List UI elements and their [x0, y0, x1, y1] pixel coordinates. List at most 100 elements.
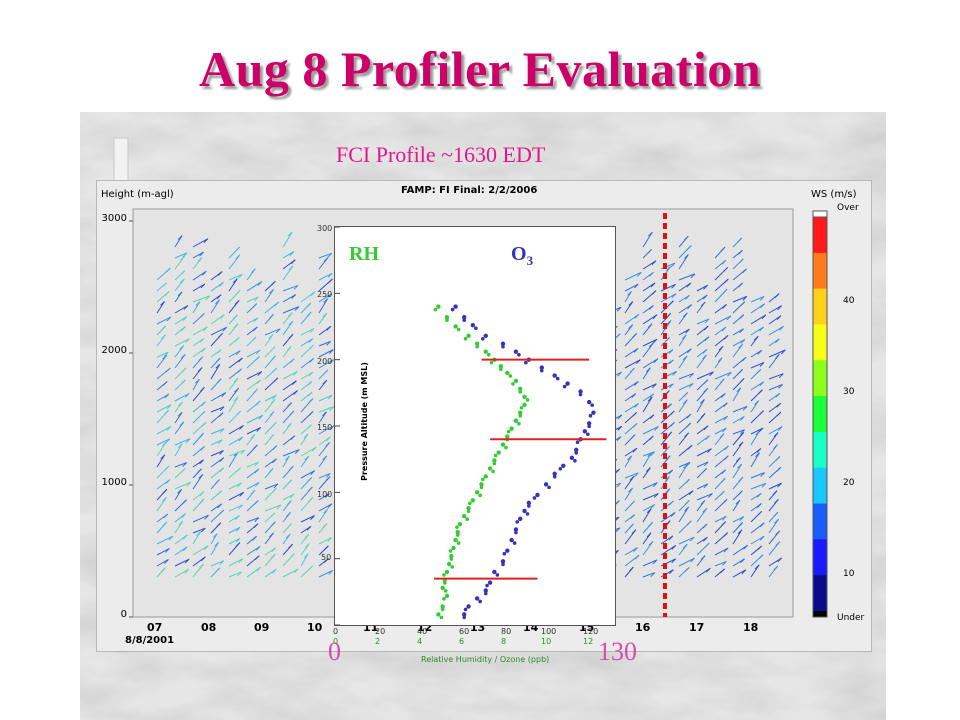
wind-barb-flag [649, 305, 654, 310]
wind-barb-flag [205, 295, 211, 301]
wind-barb-flag [636, 271, 642, 277]
wind-barb [228, 504, 243, 512]
wind-barb [210, 392, 226, 402]
wind-barb [300, 371, 314, 380]
wind-barb-flag [287, 479, 293, 485]
wind-barb-flag [687, 444, 693, 450]
scatter-point-rh [463, 336, 468, 341]
wind-barb-flag [287, 231, 293, 237]
wind-barb-flag [773, 511, 779, 517]
wind-barb-flag [682, 399, 688, 405]
wind-barb [318, 569, 333, 578]
scatter-point-rh [511, 382, 515, 386]
wind-barb [246, 461, 259, 468]
inset-plot-area [335, 227, 607, 625]
wind-barb-flag [704, 318, 710, 324]
wind-barb-flag [182, 252, 188, 258]
scatter-point-rh [440, 585, 445, 591]
wind-barb-flag [162, 381, 168, 386]
scatter-point-rh [440, 607, 445, 612]
wind-barb [264, 328, 281, 336]
wind-barb-flag [204, 514, 209, 520]
wind-barb [696, 284, 708, 292]
wind-barb [282, 449, 300, 457]
wind-barb-flag [237, 368, 242, 374]
wind-barb-flag [723, 267, 729, 272]
wind-barb-flag [617, 414, 623, 420]
wind-barb [192, 270, 207, 281]
scatter-point-o3 [575, 440, 580, 445]
scatter-point-o3 [513, 527, 519, 532]
wind-barb [678, 464, 688, 479]
scatter-point-o3 [514, 530, 518, 535]
wind-barb-flag [199, 498, 205, 504]
scatter-point-rh [457, 521, 463, 527]
wind-barb-flag [307, 391, 313, 397]
wind-barb-flag [617, 371, 622, 377]
wind-barb-flag [777, 305, 782, 311]
wind-barb-flag [273, 377, 279, 383]
wind-barb-flag [238, 357, 243, 363]
scatter-point-o3 [480, 336, 485, 341]
wind-barb-flag [271, 547, 277, 553]
wind-barb [228, 436, 243, 446]
wind-barb-flag [254, 482, 260, 487]
scatter-point-rh [455, 533, 460, 537]
wind-barb-flag [166, 404, 172, 410]
wind-barb-flag [648, 342, 654, 348]
wind-barb-flag [168, 535, 174, 541]
scatter-point-o3 [509, 537, 514, 543]
wind-barb-flag [165, 548, 170, 553]
inset-y-tick: 200 [317, 357, 333, 366]
colorbar-segment [813, 360, 827, 397]
wind-barb-flag [702, 467, 708, 473]
wind-barb [660, 283, 676, 292]
wind-barb-flag [253, 326, 258, 332]
colorbar-tick: 10 [843, 569, 855, 579]
wind-barb-flag [323, 508, 329, 514]
wind-barb [768, 557, 782, 567]
wind-barb-flag [720, 393, 726, 398]
wind-barb-flag [293, 568, 299, 574]
wind-barb-flag [163, 513, 169, 519]
wind-barb-flag [161, 325, 166, 331]
wind-barb-flag [216, 349, 222, 354]
wind-barb-flag [268, 468, 274, 473]
wind-barb-flag [307, 381, 313, 386]
wind-barb-flag [668, 359, 674, 365]
inset-x-tick-low: 2 [375, 637, 381, 646]
wind-barb-flag [166, 426, 172, 431]
wind-barb-flag [255, 356, 260, 361]
wind-barb-flag [272, 367, 278, 373]
wind-barb-flag [688, 490, 694, 496]
wind-barb-flag [723, 334, 729, 340]
x-tick: 16 [635, 621, 651, 634]
wind-barb-flag [775, 530, 780, 536]
wind-barb-flag [195, 301, 201, 307]
wind-barb-flag [775, 456, 781, 461]
scatter-point-o3 [547, 485, 551, 490]
wind-barb [210, 439, 223, 446]
scatter-point-rh [492, 461, 497, 466]
scatter-point-rh [439, 615, 444, 620]
wind-barb-flag [738, 368, 744, 374]
wind-barb [318, 537, 332, 545]
wind-barb [624, 547, 638, 556]
wind-barb-flag [250, 268, 256, 274]
scatter-point-rh [468, 501, 472, 506]
wind-barb-flag [722, 498, 728, 504]
wind-barb-flag [327, 537, 333, 542]
scatter-point-rh [450, 565, 454, 569]
wind-barb-flag [327, 252, 333, 258]
wind-barb [210, 533, 218, 545]
wind-barb-flag [199, 338, 205, 343]
wind-barb-flag [671, 283, 676, 289]
scatter-point-o3 [555, 376, 560, 381]
wind-barb-flag [165, 367, 171, 373]
wind-barb [264, 394, 277, 402]
scatter-point-rh [492, 458, 497, 463]
scatter-point-o3 [539, 368, 544, 373]
wind-barb-flag [235, 246, 241, 252]
wind-barb [228, 424, 244, 435]
wind-barb-flag [654, 426, 659, 431]
